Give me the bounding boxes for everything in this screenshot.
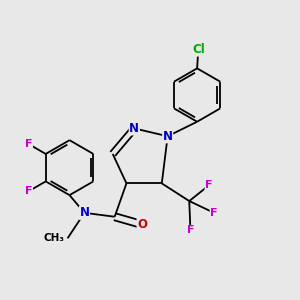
Text: O: O — [137, 218, 147, 231]
Text: F: F — [25, 139, 32, 149]
Text: Cl: Cl — [192, 43, 205, 56]
Text: F: F — [210, 208, 218, 218]
Text: N: N — [80, 206, 89, 219]
Text: F: F — [187, 226, 194, 236]
Text: N: N — [129, 122, 139, 135]
Text: F: F — [25, 186, 32, 196]
Text: F: F — [205, 180, 213, 190]
Text: CH₃: CH₃ — [44, 233, 64, 243]
Text: N: N — [163, 130, 173, 143]
